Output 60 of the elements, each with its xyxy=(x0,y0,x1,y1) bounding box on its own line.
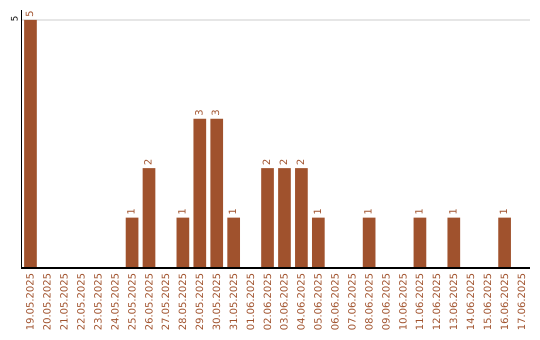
x-tick-label: 19.05.2025 xyxy=(26,273,37,330)
x-tick-label: 11.06.2025 xyxy=(415,273,426,330)
x-tick-label: 17.06.2025 xyxy=(516,273,528,330)
bar xyxy=(176,218,190,267)
x-tick-label: 12.06.2025 xyxy=(432,273,444,330)
x-tick-label: 05.06.2025 xyxy=(314,273,325,330)
data-label: 2 xyxy=(144,158,154,166)
data-label: 2 xyxy=(278,158,290,166)
x-tick-label: 10.06.2025 xyxy=(398,273,410,330)
x-tick-label: 29.05.2025 xyxy=(195,273,206,330)
bar xyxy=(227,218,240,267)
x-tick-label: 23.05.2025 xyxy=(93,273,104,330)
x-tick-label: 06.06.2025 xyxy=(330,273,342,330)
data-label: 1 xyxy=(228,208,240,215)
x-tick-label: 22.05.2025 xyxy=(76,273,88,330)
bar xyxy=(261,168,274,267)
x-tick-label: 07.06.2025 xyxy=(347,273,358,330)
x-tick-label: 25.05.2025 xyxy=(127,273,138,330)
bar xyxy=(295,168,308,267)
data-label: 1 xyxy=(364,208,375,215)
data-label: 1 xyxy=(126,208,138,215)
x-tick-label: 31.05.2025 xyxy=(228,273,240,330)
bar xyxy=(414,218,426,267)
bar xyxy=(210,118,224,267)
bar xyxy=(278,168,291,267)
x-tick-label: 28.05.2025 xyxy=(178,273,190,330)
bar xyxy=(126,218,138,267)
x-tick-label: 30.05.2025 xyxy=(212,273,223,330)
data-label: 1 xyxy=(414,208,426,215)
data-label: 3 xyxy=(194,109,206,116)
bar xyxy=(193,118,206,267)
bar xyxy=(312,218,325,267)
bar xyxy=(142,168,156,267)
x-tick-label: 16.06.2025 xyxy=(500,273,511,330)
data-label: 5 xyxy=(24,10,36,17)
x-tick-label: 27.05.2025 xyxy=(161,273,172,330)
bar xyxy=(498,218,511,267)
data-label: 1 xyxy=(177,208,188,215)
x-tick-label: 03.06.2025 xyxy=(280,273,291,330)
data-label: 1 xyxy=(448,208,460,215)
data-label: 2 xyxy=(296,158,307,166)
data-label: 3 xyxy=(211,109,222,116)
bar xyxy=(447,218,460,267)
bar xyxy=(24,20,37,267)
x-tick-label: 02.06.2025 xyxy=(262,273,274,330)
x-tick-label: 14.06.2025 xyxy=(466,273,477,330)
x-tick-label: 20.05.2025 xyxy=(42,273,54,330)
data-label: 1 xyxy=(499,208,510,215)
data-label: 1 xyxy=(312,208,324,215)
bar xyxy=(362,218,376,267)
x-tick-label: 09.06.2025 xyxy=(381,273,392,330)
data-label: 2 xyxy=(262,158,274,166)
x-tick-label: 24.05.2025 xyxy=(110,273,122,330)
x-tick-label: 08.06.2025 xyxy=(364,273,376,330)
x-tick-label: 26.05.2025 xyxy=(144,273,156,330)
x-tick-label: 21.05.2025 xyxy=(60,273,71,330)
x-tick-label: 01.06.2025 xyxy=(246,273,257,330)
x-tick-label: 13.06.2025 xyxy=(449,273,460,330)
x-tick-label: 15.06.2025 xyxy=(482,273,494,330)
x-tick-label: 04.06.2025 xyxy=(296,273,308,330)
